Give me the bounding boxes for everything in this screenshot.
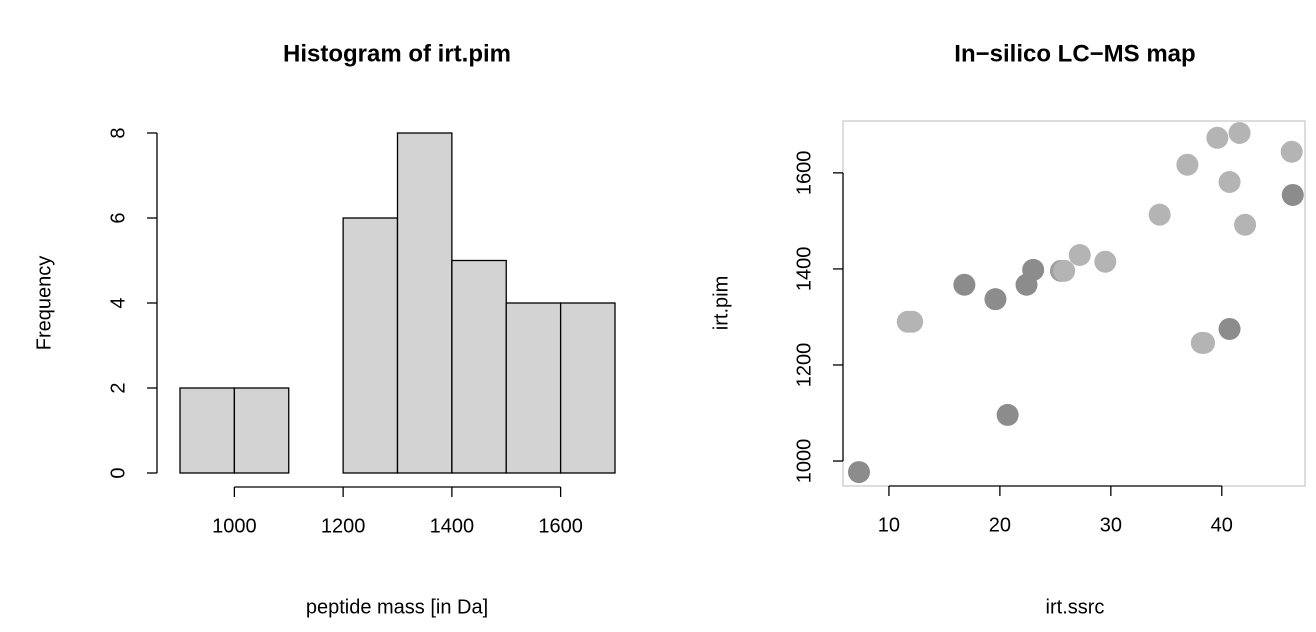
- x-axis-label: peptide mass [in Da]: [306, 596, 488, 618]
- chart-title: Histogram of irt.pim: [283, 40, 511, 67]
- x-axis-label: irt.ssrc: [1046, 596, 1105, 618]
- point: [1218, 317, 1241, 340]
- point: [1068, 243, 1091, 266]
- y-tick-label: 2: [107, 382, 129, 393]
- bar: [179, 387, 236, 474]
- point: [1094, 250, 1117, 273]
- point: [1234, 213, 1257, 236]
- point: [953, 273, 976, 296]
- bar: [396, 132, 453, 474]
- bar: [451, 259, 507, 474]
- point: [1280, 140, 1303, 163]
- point: [1053, 259, 1076, 282]
- y-axis-label: Frequency: [33, 256, 55, 351]
- point: [1228, 122, 1251, 145]
- y-tick-label: 1600: [793, 151, 815, 196]
- x-tick-label: 40: [1211, 514, 1233, 536]
- point: [1218, 170, 1241, 193]
- x-tick-label: 1000: [212, 515, 257, 537]
- point: [1281, 183, 1304, 206]
- chart-title: In−silico LC−MS map: [954, 40, 1195, 67]
- point: [1176, 153, 1199, 176]
- point: [1148, 203, 1171, 226]
- y-tick-label: 4: [107, 297, 129, 308]
- x-tick-label: 1600: [538, 515, 583, 537]
- point: [847, 461, 870, 484]
- x-tick-label: 1400: [430, 515, 475, 537]
- point: [1206, 126, 1229, 149]
- y-tick-label: 1200: [793, 343, 815, 388]
- y-tick-label: 1400: [793, 247, 815, 292]
- bar: [342, 217, 399, 474]
- x-tick-label: 20: [989, 514, 1011, 536]
- point: [901, 310, 924, 333]
- x-tick-label: 10: [878, 514, 900, 536]
- bar: [233, 387, 290, 474]
- y-tick-label: 8: [107, 127, 129, 138]
- y-tick-label: 0: [107, 467, 129, 478]
- y-tick-label: 6: [107, 212, 129, 223]
- point: [1193, 331, 1216, 354]
- y-axis-label: irt.pim: [710, 276, 732, 330]
- bar: [559, 302, 616, 474]
- bar: [505, 302, 562, 474]
- x-tick-label: 30: [1100, 514, 1122, 536]
- point: [996, 403, 1019, 426]
- point: [984, 288, 1007, 311]
- y-tick-label: 1000: [793, 439, 815, 484]
- x-tick-label: 1200: [321, 515, 366, 537]
- point: [1022, 258, 1045, 281]
